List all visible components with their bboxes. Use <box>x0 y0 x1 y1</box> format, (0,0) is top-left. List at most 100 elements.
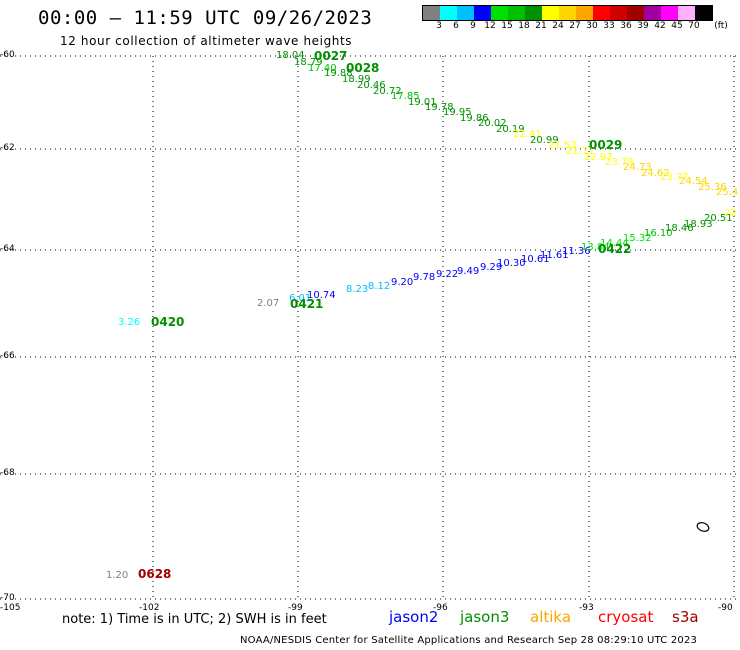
wave-height-value: 13.84 <box>581 242 610 253</box>
latitude-label: -68 <box>0 468 15 478</box>
colorbar-label: 15 <box>501 21 513 31</box>
latitude-label: -70 <box>0 593 15 603</box>
wave-height-value: 9.20 <box>391 277 414 288</box>
longitude-label: -96 <box>433 603 448 613</box>
wave-height-value: 22.97 <box>584 152 613 163</box>
latitude-label: -62 <box>0 143 15 153</box>
wave-height-value: 23.79 <box>605 157 634 168</box>
legend-cryosat: cryosat <box>598 608 654 626</box>
colorbar-swatch <box>610 6 627 20</box>
colorbar-swatch <box>559 6 576 20</box>
colorbar-swatch <box>695 6 712 20</box>
latitude-label: -64 <box>0 244 15 254</box>
colorbar-label: 42 <box>654 21 666 31</box>
colorbar-label: 21 <box>535 21 547 31</box>
colorbar-swatch <box>525 6 542 20</box>
wave-height-value: 20.19 <box>496 124 525 135</box>
colorbar-label: 33 <box>603 21 615 31</box>
wave-height-value: 17.40 <box>308 63 337 74</box>
wave-height-value: 9.49 <box>457 266 480 277</box>
latitude-label: -60 <box>0 50 15 60</box>
wave-height-value: 10.74 <box>307 290 336 301</box>
longitude-label: -105 <box>0 603 21 613</box>
colorbar-label: 9 <box>470 21 476 31</box>
colorbar-label: 36 <box>620 21 632 31</box>
longitude-label: -99 <box>288 603 303 613</box>
wave-height-value: 10.30 <box>497 258 526 269</box>
pass-time-label: 0420 <box>151 315 185 329</box>
wave-height-value: 14.44 <box>600 238 629 249</box>
wave-height-value: 1.20 <box>106 570 129 581</box>
colorbar-label: 45 <box>671 21 683 31</box>
wave-height-value: 2.07 <box>257 298 280 309</box>
wave-height-value: 17.85 <box>391 91 420 102</box>
wave-height-value: 19.78 <box>425 102 454 113</box>
colorbar <box>422 5 713 21</box>
colorbar-swatch <box>457 6 474 20</box>
wave-height-value: 20.46 <box>357 80 386 91</box>
wave-height-value: 24.62 <box>641 168 670 179</box>
wave-height-value: 25.4 <box>716 187 739 198</box>
wave-height-value: 21.53 <box>548 140 577 151</box>
colorbar-swatch <box>508 6 525 20</box>
wave-height-value: 20.51 <box>704 213 733 224</box>
colorbar-swatch <box>576 6 593 20</box>
longitude-label: -93 <box>579 603 594 613</box>
legend-jason3: jason3 <box>460 608 510 626</box>
legend-jason2: jason2 <box>389 608 439 626</box>
island-outline <box>696 522 710 532</box>
colorbar-swatch <box>440 6 457 20</box>
wave-height-value: 20.72 <box>373 86 402 97</box>
wave-height-value: 10.61 <box>521 254 550 265</box>
colorbar-label: 6 <box>453 21 459 31</box>
colorbar-swatch <box>491 6 508 20</box>
wave-height-value: 19.95 <box>443 107 472 118</box>
colorbar-label: 30 <box>586 21 598 31</box>
colorbar-label: 24 <box>552 21 564 31</box>
wave-height-value: 18.93 <box>684 219 713 230</box>
legend-s3a: s3a <box>672 608 699 626</box>
wave-height-value: 25.36 <box>698 182 727 193</box>
wave-height-value: 11.61 <box>540 250 569 261</box>
wave-height-value: 9.29 <box>480 262 503 273</box>
wave-height-value: 16.10 <box>644 228 673 239</box>
pass-time-label: 0027 <box>314 49 348 63</box>
pass-time-label: 0628 <box>138 567 172 581</box>
wave-height-value: 21.77 <box>566 146 595 157</box>
wave-height-value: 23.77 <box>660 172 689 183</box>
wave-height-value: 19.88 <box>324 68 353 79</box>
pass-time-label: 0422 <box>598 242 632 256</box>
colorbar-label: 39 <box>637 21 649 31</box>
colorbar-swatch <box>644 6 661 20</box>
colorbar-label: 18 <box>518 21 530 31</box>
wave-height-value: 20.02 <box>478 118 507 129</box>
colorbar-swatch <box>661 6 678 20</box>
wave-height-value: 15.32 <box>623 233 652 244</box>
colorbar-swatch <box>474 6 491 20</box>
wave-height-value: 8.23 <box>346 284 369 295</box>
credit-line: NOAA/NESDIS Center for Satellite Applica… <box>240 635 698 646</box>
wave-height-value: 24.73 <box>623 162 652 173</box>
legend-altika: altika <box>530 608 572 626</box>
colorbar-swatch <box>627 6 644 20</box>
colorbar-swatch <box>542 6 559 20</box>
map-subtitle: 12 hour collection of altimeter wave hei… <box>60 34 353 48</box>
wave-height-value: 3.26 <box>118 317 141 328</box>
longitude-label: -102 <box>139 603 160 613</box>
footnote: note: 1) Time is in UTC; 2) SWH is in fe… <box>62 612 327 627</box>
wave-height-value: 19.86 <box>460 113 489 124</box>
wave-height-value: 24.54 <box>679 176 708 187</box>
pass-time-label: 0028 <box>346 61 380 75</box>
colorbar-labels: 3 6 9 12 15 18 21 24 27 30 33 36 39 42 45 70 (ft) <box>422 21 740 33</box>
wave-height-value: 11.36 <box>562 246 591 257</box>
wave-height-value: 18.99 <box>342 74 371 85</box>
wave-height-value: 9.22 <box>436 269 459 280</box>
colorbar-label: 27 <box>569 21 581 31</box>
wave-height-value: 22.41 <box>513 129 542 140</box>
colorbar-swatch <box>678 6 695 20</box>
wave-height-value: 6.01 <box>289 293 312 304</box>
colorbar-swatch <box>593 6 610 20</box>
wave-height-value: 18.46 <box>665 223 694 234</box>
wave-height-value: 8.12 <box>368 281 391 292</box>
pass-time-label: 0029 <box>589 138 623 152</box>
